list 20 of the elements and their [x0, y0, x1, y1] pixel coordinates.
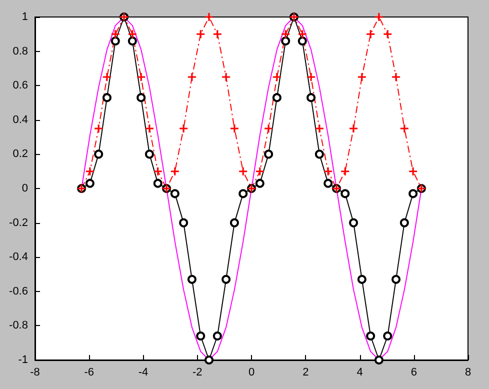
y-tick-label: 1	[22, 11, 28, 23]
x-tick-label: 2	[302, 366, 309, 378]
x-tick-label: -4	[138, 366, 148, 378]
x-tick-label: 4	[356, 366, 363, 378]
y-tick-label: 0.4	[12, 114, 28, 126]
y-tick-label: -0.2	[9, 216, 28, 229]
x-tick-label: 6	[410, 366, 417, 378]
x-tick-label: 0	[248, 366, 255, 378]
y-tick-label: 0.6	[12, 80, 28, 92]
y-tick-label: -1	[18, 354, 28, 366]
x-tick-label: -6	[84, 366, 94, 378]
y-tick-label: 0.8	[12, 45, 28, 58]
y-tick-label: -0.8	[9, 320, 28, 332]
y-tick-label: 0	[22, 182, 28, 194]
y-tick-label: 0.2	[12, 148, 28, 160]
x-tick-label: -2	[192, 366, 202, 378]
y-tick-label: -0.6	[9, 285, 28, 298]
x-tick-label: 8	[464, 366, 472, 378]
x-tick-label: -8	[30, 366, 40, 378]
y-tick-label: -0.4	[9, 251, 28, 264]
